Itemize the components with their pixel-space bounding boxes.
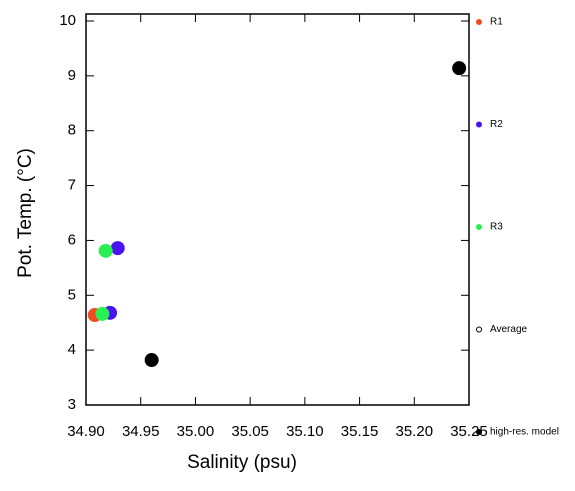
legend-label: R3 bbox=[490, 222, 503, 233]
y-axis-label: Pot. Temp. (°C) bbox=[15, 148, 36, 278]
x-tick-label: 35.15 bbox=[341, 423, 379, 440]
legend-marker bbox=[476, 19, 482, 25]
x-tick-label: 35.20 bbox=[396, 423, 434, 440]
x-axis-label: Salinity (psu) bbox=[187, 452, 297, 473]
legend-label: R1 bbox=[490, 17, 503, 28]
point bbox=[452, 61, 467, 76]
x-tick-label: 34.95 bbox=[122, 423, 160, 440]
point bbox=[95, 306, 110, 321]
legend-marker bbox=[476, 429, 482, 435]
legend-label: R2 bbox=[490, 119, 503, 130]
y-tick-label: 5 bbox=[68, 286, 76, 303]
y-tick-label: 3 bbox=[68, 396, 76, 413]
x-tick-label: 35.00 bbox=[177, 423, 215, 440]
y-tick-label: 10 bbox=[59, 12, 76, 29]
point bbox=[110, 241, 125, 256]
plot-frame bbox=[85, 13, 470, 406]
point bbox=[144, 353, 159, 368]
x-tick-label: 34.90 bbox=[67, 423, 105, 440]
legend-label: Average bbox=[490, 324, 528, 335]
x-tick-label: 35.25 bbox=[450, 423, 488, 440]
legend-marker bbox=[476, 121, 482, 128]
point bbox=[98, 243, 113, 258]
y-tick-label: 9 bbox=[68, 67, 76, 84]
y-tick-label: 8 bbox=[68, 122, 76, 139]
y-tick-label: 6 bbox=[68, 231, 76, 248]
legend-marker bbox=[476, 224, 482, 230]
y-tick-label: 7 bbox=[68, 177, 76, 194]
x-tick-label: 35.10 bbox=[286, 423, 324, 440]
legend-marker bbox=[476, 326, 482, 333]
x-tick-label: 35.05 bbox=[231, 423, 269, 440]
y-tick-label: 4 bbox=[68, 341, 76, 358]
legend-label: high-res. model bbox=[490, 427, 559, 438]
